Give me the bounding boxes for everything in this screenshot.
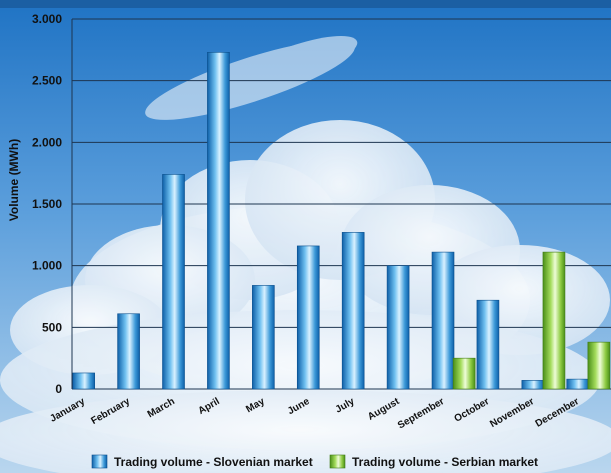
bar-slovenian-march bbox=[162, 174, 185, 390]
bar-slovenian-july bbox=[341, 232, 365, 390]
y-axis-label: Volume (MWh) bbox=[7, 139, 21, 221]
y-tick-label: 1.500 bbox=[32, 197, 62, 211]
bar-slovenian-september bbox=[431, 251, 455, 390]
bar-serbian-december bbox=[587, 341, 611, 390]
bar-slovenian-june bbox=[296, 245, 320, 390]
legend-swatch-slovenian bbox=[91, 454, 108, 469]
legend-swatch-serbian bbox=[329, 454, 346, 469]
bar-slovenian-august bbox=[386, 265, 410, 390]
bar-slovenian-january bbox=[72, 372, 95, 390]
bar-slovenian-october bbox=[476, 299, 500, 390]
y-tick-label: 2.000 bbox=[32, 135, 62, 149]
bar-slovenian-february bbox=[117, 313, 140, 390]
y-tick-label: 0 bbox=[55, 382, 62, 396]
y-tick-label: 500 bbox=[42, 320, 62, 334]
bar-slovenian-november bbox=[521, 380, 545, 390]
bars bbox=[72, 51, 611, 390]
y-axis: 0 500 1.000 1.500 2.000 2.500 3.000 bbox=[32, 12, 73, 396]
top-banner bbox=[0, 0, 611, 8]
bar-serbian-november bbox=[542, 251, 566, 390]
legend-label-slovenian: Trading volume - Slovenian market bbox=[114, 455, 313, 469]
bar-slovenian-april bbox=[207, 51, 230, 390]
y-tick-label: 3.000 bbox=[32, 12, 62, 26]
legend-label-serbian: Trading volume - Serbian market bbox=[352, 455, 538, 469]
bar-slovenian-may bbox=[252, 285, 275, 390]
legend: Trading volume - Slovenian market Trading… bbox=[91, 454, 538, 469]
bar-slovenian-december bbox=[566, 378, 590, 390]
y-tick-label: 1.000 bbox=[32, 259, 62, 273]
y-tick-label: 2.500 bbox=[32, 74, 62, 88]
bar-serbian-september bbox=[452, 357, 476, 390]
grid-lines bbox=[72, 18, 611, 390]
